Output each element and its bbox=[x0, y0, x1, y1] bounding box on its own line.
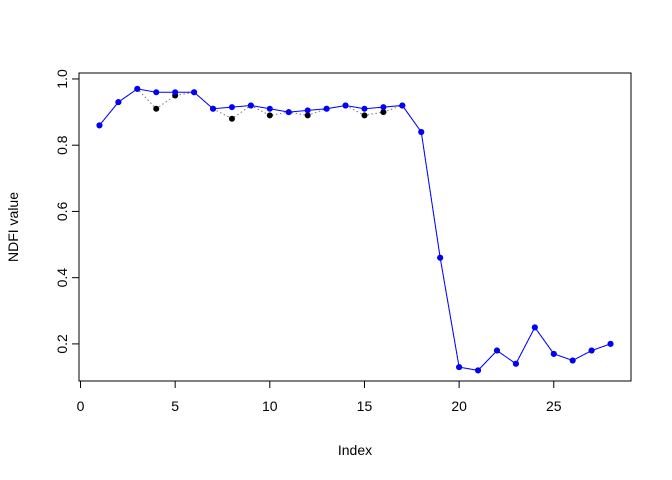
data-point bbox=[285, 109, 292, 116]
data-point bbox=[304, 112, 311, 119]
data-point bbox=[475, 367, 482, 374]
data-point bbox=[134, 85, 141, 92]
data-point bbox=[493, 347, 500, 354]
y-axis-label: NDFI value bbox=[5, 192, 21, 262]
data-point bbox=[569, 357, 576, 364]
data-point bbox=[304, 107, 311, 114]
data-point bbox=[96, 122, 103, 129]
data-point bbox=[437, 254, 444, 261]
data-point bbox=[550, 350, 557, 357]
data-point bbox=[247, 102, 254, 109]
data-point bbox=[456, 364, 463, 371]
y-tick-label: 0.8 bbox=[54, 135, 70, 155]
data-point bbox=[266, 105, 273, 112]
y-tick-label: 0.6 bbox=[54, 201, 70, 221]
data-point bbox=[210, 105, 217, 112]
x-tick-label: 10 bbox=[262, 398, 278, 414]
data-point bbox=[266, 112, 273, 119]
x-tick-label: 25 bbox=[546, 398, 562, 414]
data-point bbox=[418, 128, 425, 135]
x-tick-label: 0 bbox=[77, 398, 85, 414]
data-point bbox=[115, 99, 122, 106]
x-tick-label: 20 bbox=[451, 398, 467, 414]
x-tick-label: 15 bbox=[357, 398, 373, 414]
data-point bbox=[361, 112, 368, 119]
x-tick-label: 5 bbox=[171, 398, 179, 414]
data-point bbox=[191, 89, 198, 96]
data-point bbox=[399, 102, 406, 109]
y-tick-label: 1.0 bbox=[54, 69, 70, 89]
data-point bbox=[228, 104, 235, 111]
data-point bbox=[380, 104, 387, 111]
data-point bbox=[380, 109, 387, 116]
data-point bbox=[323, 105, 330, 112]
data-point bbox=[153, 89, 160, 96]
series-line bbox=[99, 88, 611, 371]
data-point bbox=[531, 324, 538, 331]
plot-box bbox=[78, 72, 632, 382]
y-tick-label: 0.4 bbox=[54, 268, 70, 288]
y-tick-label: 0.2 bbox=[54, 334, 70, 354]
data-point bbox=[172, 89, 179, 96]
data-point bbox=[361, 105, 368, 112]
data-point bbox=[228, 115, 235, 122]
data-point bbox=[607, 340, 614, 347]
data-point bbox=[512, 360, 519, 367]
x-axis-label: Index bbox=[338, 442, 372, 458]
data-point bbox=[153, 105, 160, 112]
data-point bbox=[342, 102, 349, 109]
data-point bbox=[588, 347, 595, 354]
